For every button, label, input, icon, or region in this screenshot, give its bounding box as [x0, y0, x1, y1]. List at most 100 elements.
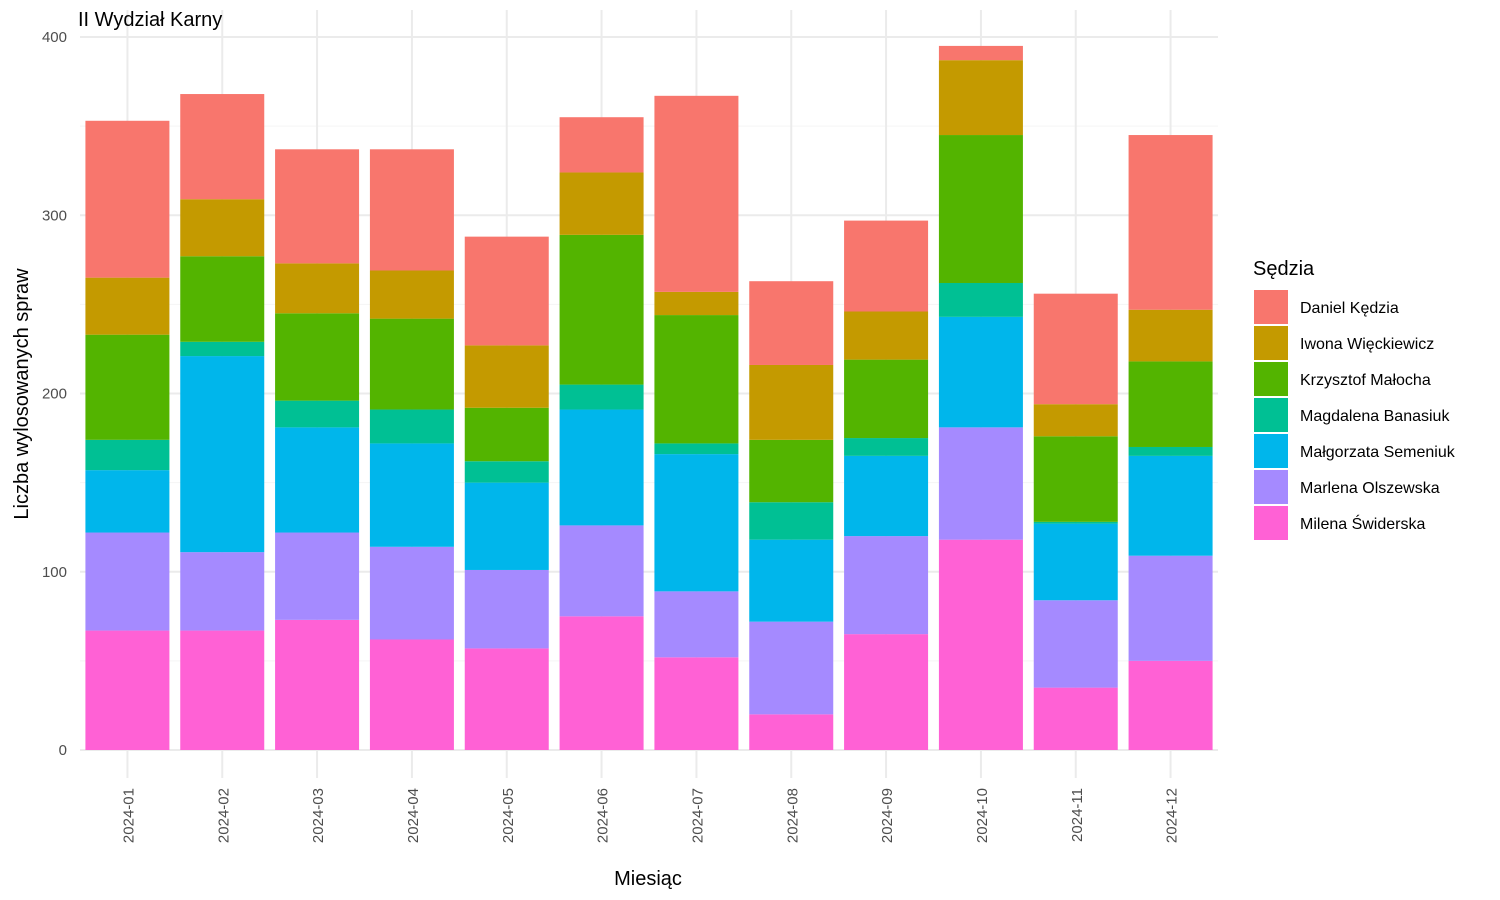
bar-segment [275, 263, 360, 314]
bar-segment [1128, 455, 1213, 556]
legend-swatch [1254, 434, 1288, 468]
y-axis-ticks: 0 100 200 300 400 [42, 29, 67, 759]
bar-segment [844, 455, 929, 537]
legend-swatch [1254, 326, 1288, 360]
bar-segment [1033, 404, 1118, 437]
bar-segment [275, 427, 360, 533]
bar-segment [85, 439, 170, 471]
bar-segment [1128, 135, 1213, 310]
bar-segment [749, 539, 834, 622]
bar-segment [464, 569, 549, 649]
bar-segment [1128, 361, 1213, 447]
y-tick-label: 300 [42, 207, 67, 224]
y-tick-label: 200 [42, 386, 67, 403]
x-tick-label: 2024-11 [1069, 788, 1086, 842]
legend: Sędzia Daniel Kędzia Iwona Więckiewicz Krz… [1253, 258, 1456, 540]
bar-segment [938, 60, 1023, 136]
bar-segment [275, 313, 360, 401]
legend-swatch [1254, 506, 1288, 540]
legend-label: Iwona Więckiewicz [1300, 336, 1434, 353]
legend-label: Milena Świderska [1300, 514, 1425, 533]
bar-segment [369, 318, 454, 410]
bar-segment [749, 281, 834, 365]
bar-segment [1033, 293, 1118, 405]
bar-segment [1033, 600, 1118, 688]
legend-label: Daniel Kędzia [1300, 300, 1399, 317]
bar-segment [369, 270, 454, 319]
x-tick-label: 2024-01 [120, 788, 137, 843]
x-tick-label: 2024-12 [1164, 788, 1181, 843]
x-tick-label: 2024-05 [500, 788, 517, 843]
bar-segment [369, 149, 454, 271]
bar-segment [559, 525, 644, 617]
bar-segment [938, 282, 1023, 317]
legend-label: Marlena Olszewska [1300, 480, 1440, 497]
bar-segment [559, 384, 644, 410]
x-tick-label: 2024-08 [784, 788, 801, 843]
bar-segment [749, 714, 834, 750]
bar-segment [654, 443, 739, 455]
bar-segment [1128, 446, 1213, 456]
bar-segment [844, 220, 929, 312]
bar-segment [85, 532, 170, 631]
bar-segment [654, 454, 739, 592]
x-tick-label: 2024-07 [689, 788, 706, 843]
bar-segment [464, 407, 549, 462]
x-axis-title: Miesiąc [614, 868, 682, 890]
x-tick-label: 2024-09 [879, 788, 896, 843]
bar-segment [180, 630, 265, 750]
legend-label: Krzysztof Małocha [1300, 372, 1431, 389]
x-tick-label: 2024-06 [595, 788, 612, 843]
bar-segment [844, 634, 929, 750]
bar-segment [749, 621, 834, 715]
legend-swatch [1254, 398, 1288, 432]
bar-segment [85, 630, 170, 750]
bar-segment [938, 539, 1023, 750]
legend-swatch [1254, 290, 1288, 324]
x-tick-label: 2024-03 [310, 788, 327, 843]
bar-segment [85, 120, 170, 278]
bar-segment [180, 199, 265, 257]
bar-segment [180, 256, 265, 342]
bar-segment [1128, 309, 1213, 362]
bar-segment [654, 591, 739, 658]
bar-segment [275, 149, 360, 264]
bar-segment [559, 234, 644, 385]
bar-segment [844, 536, 929, 635]
bar-segment [275, 532, 360, 620]
legend-title: Sędzia [1253, 258, 1315, 280]
bar-segment [180, 356, 265, 553]
bar-segment [844, 311, 929, 360]
bar-segment [275, 400, 360, 428]
bar-segment [1033, 523, 1118, 601]
legend-swatch [1254, 362, 1288, 396]
bar-segment [369, 443, 454, 547]
bar-segment [180, 341, 265, 357]
bar-segment [369, 409, 454, 444]
bars [85, 45, 1213, 751]
bar-segment [844, 359, 929, 439]
bar-segment [938, 427, 1023, 540]
bar-segment [369, 639, 454, 750]
bar-segment [749, 502, 834, 540]
x-axis-ticks: 2024-01 2024-02 2024-03 2024-04 2024-05 2024-… [120, 788, 1180, 843]
bar-segment [1128, 555, 1213, 661]
bar-segment [938, 45, 1023, 61]
bar-segment [85, 277, 170, 335]
bar-segment [180, 552, 265, 631]
y-tick-label: 100 [42, 564, 67, 581]
bar-segment [654, 315, 739, 444]
bar-segment [1033, 687, 1118, 750]
bar-segment [1128, 660, 1213, 751]
y-tick-label: 0 [59, 742, 67, 759]
x-tick-label: 2024-10 [974, 788, 991, 843]
bar-segment [559, 616, 644, 750]
legend-label: Magdalena Banasiuk [1300, 408, 1450, 425]
x-tick-label: 2024-02 [215, 788, 232, 843]
bar-segment [559, 172, 644, 235]
x-tick-label: 2024-04 [405, 788, 422, 843]
bar-segment [654, 95, 739, 292]
chart-title: II Wydział Karny [78, 9, 222, 31]
y-tick-label: 400 [42, 29, 67, 46]
